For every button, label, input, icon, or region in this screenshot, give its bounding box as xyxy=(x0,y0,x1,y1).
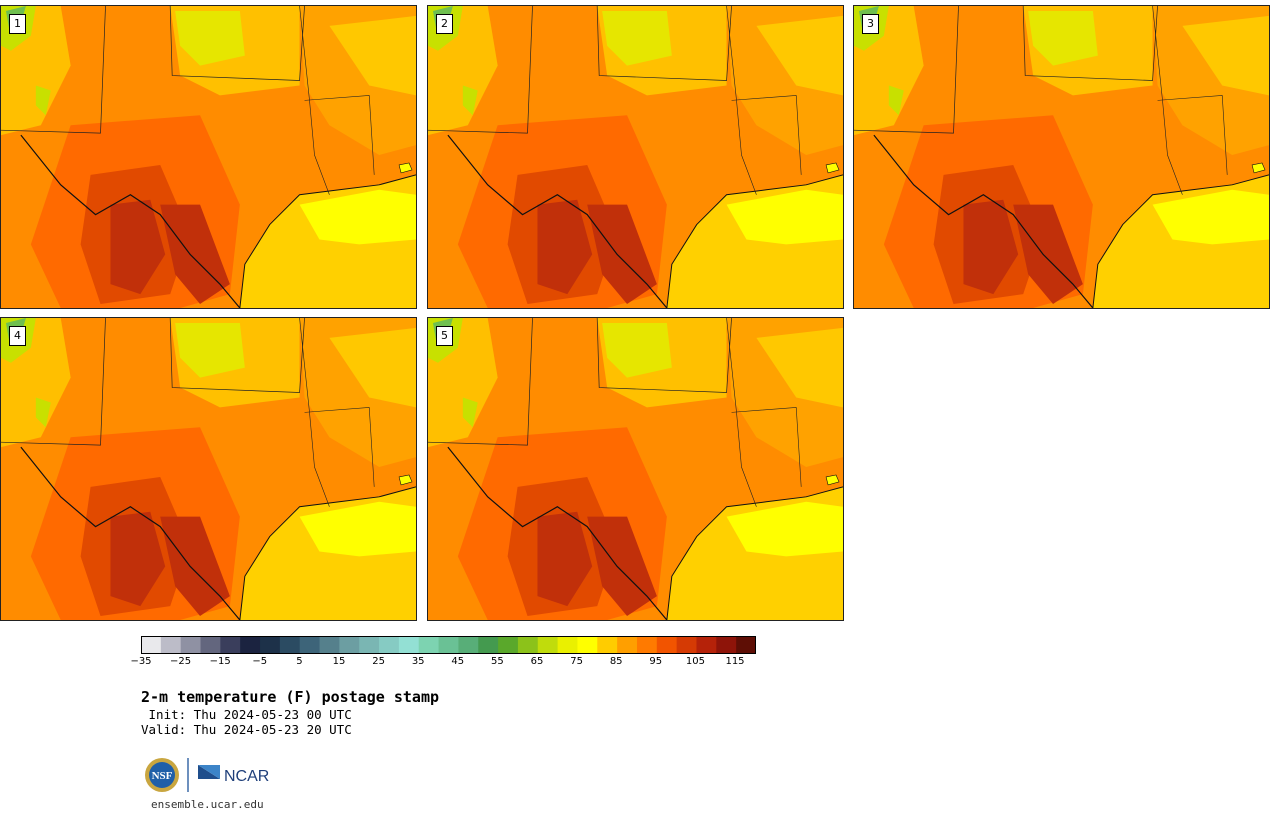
colorbar-swatch xyxy=(160,636,182,654)
colorbar-swatch xyxy=(537,636,559,654)
colorbar-swatch xyxy=(260,636,281,654)
colorbar-swatch xyxy=(636,636,658,654)
colorbar-swatch xyxy=(597,636,618,654)
colorbar-swatch xyxy=(696,636,717,654)
colorbar-tick-label: 15 xyxy=(332,656,346,667)
colorbar-swatch xyxy=(656,636,678,654)
colorbar-swatch xyxy=(359,636,380,654)
member-number: 3 xyxy=(862,14,879,34)
colorbar-tick-labels: −35 −25 −15 −5 5 15 25 35 45 55 65 75 85 95 105 115 xyxy=(130,656,770,670)
temperature-map xyxy=(428,318,843,620)
member-panel-5: 5 xyxy=(427,317,844,621)
colorbar-swatch xyxy=(716,636,737,654)
colorbar-tick-label: −15 xyxy=(209,656,231,667)
member-panel-3: 3 xyxy=(853,5,1270,309)
colorbar-tick-label: −25 xyxy=(170,656,192,667)
colorbar-swatch xyxy=(220,636,241,654)
colorbar-tick-label: 115 xyxy=(725,656,745,667)
colorbar-border xyxy=(141,636,756,654)
colorbar-swatch xyxy=(299,636,321,654)
colorbar-swatch xyxy=(498,636,519,654)
colorbar-tick-label: −35 xyxy=(130,656,152,667)
colorbar-swatch xyxy=(478,636,499,654)
colorbar-swatch xyxy=(279,636,301,654)
colorbar-tick-label: 85 xyxy=(609,656,623,667)
colorbar-tick-label: −5 xyxy=(252,656,268,667)
member-panel-4: 4 xyxy=(0,317,417,621)
nsf-logo-icon: NSF xyxy=(145,758,179,792)
temperature-map xyxy=(1,6,416,308)
ncar-logo-text: NCAR xyxy=(224,768,269,785)
site-url: ensemble.ucar.edu xyxy=(151,798,264,811)
member-panel-2: 2 xyxy=(427,5,844,309)
colorbar-swatch xyxy=(339,636,360,654)
colorbar-swatch xyxy=(438,636,459,654)
colorbar xyxy=(141,636,756,654)
nsf-logo-text: NSF xyxy=(152,770,173,782)
colorbar-swatch xyxy=(458,636,479,654)
colorbar-tick-label: 65 xyxy=(530,656,544,667)
member-number: 2 xyxy=(436,14,453,34)
colorbar-tick-label: 105 xyxy=(685,656,705,667)
colorbar-swatch xyxy=(240,636,261,654)
ncar-logo-icon: NCAR xyxy=(198,765,269,785)
colorbar-swatch xyxy=(418,636,440,654)
colorbar-swatch xyxy=(379,636,400,654)
chart-title: 2-m temperature (F) postage stamp xyxy=(141,688,440,706)
colorbar-swatch xyxy=(398,636,420,654)
temperature-map xyxy=(854,6,1269,308)
colorbar-tick-label: 55 xyxy=(491,656,504,667)
temperature-map xyxy=(1,318,416,620)
colorbar-tick-label: 45 xyxy=(451,656,465,667)
colorbar-tick-label: 25 xyxy=(372,656,385,667)
colorbar-tick-label: 75 xyxy=(570,656,583,667)
member-panel-1: 1 xyxy=(0,5,417,309)
colorbar-swatch xyxy=(617,636,638,654)
init-time: Init: Thu 2024-05-23 00 UTC xyxy=(141,707,352,722)
temperature-map xyxy=(428,6,843,308)
colorbar-swatch xyxy=(319,636,340,654)
valid-time: Valid: Thu 2024-05-23 20 UTC xyxy=(141,722,352,737)
colorbar-swatch xyxy=(141,636,162,654)
logos: NSF NCAR xyxy=(145,758,269,792)
colorbar-swatch xyxy=(557,636,578,654)
colorbar-swatch xyxy=(676,636,697,654)
colorbar-tick-label: 35 xyxy=(411,656,425,667)
colorbar-tick-label: 5 xyxy=(296,656,303,667)
colorbar-swatch xyxy=(736,636,756,654)
colorbar-swatch xyxy=(577,636,598,654)
colorbar-swatch xyxy=(200,636,221,654)
colorbar-tick-label: 95 xyxy=(649,656,663,667)
member-number: 5 xyxy=(436,326,453,346)
colorbar-swatch xyxy=(517,636,539,654)
member-number: 4 xyxy=(9,326,26,346)
colorbar-swatch xyxy=(180,636,202,654)
member-number: 1 xyxy=(9,14,26,34)
